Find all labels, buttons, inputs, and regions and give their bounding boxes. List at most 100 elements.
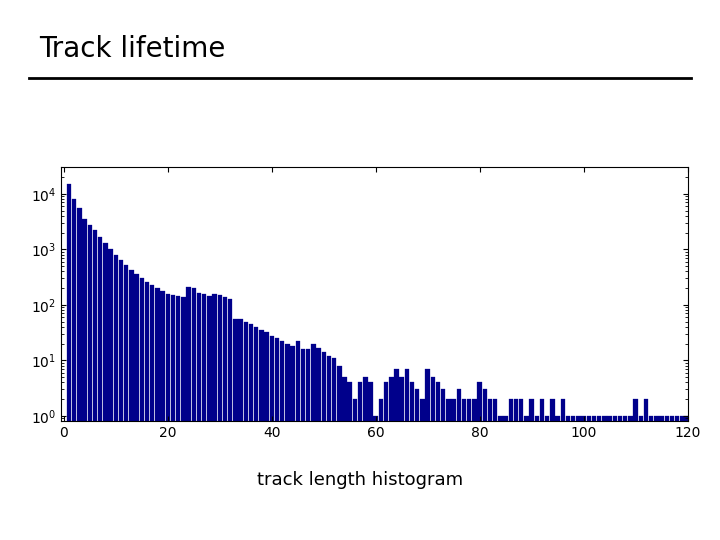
Bar [431, 377, 435, 540]
Bar [243, 321, 248, 540]
Bar [197, 293, 201, 540]
Bar [561, 399, 565, 540]
Bar [592, 416, 596, 540]
Bar [82, 219, 87, 540]
Bar [348, 382, 352, 540]
Bar [665, 416, 669, 540]
Text: track length histogram: track length histogram [257, 471, 463, 489]
Bar [576, 416, 580, 540]
Bar [514, 399, 518, 540]
Bar [535, 416, 539, 540]
Bar [88, 225, 92, 540]
Bar [327, 356, 331, 540]
Bar [379, 399, 383, 540]
Bar [259, 330, 264, 540]
Bar [114, 255, 118, 540]
Bar [519, 399, 523, 540]
Bar [426, 369, 430, 540]
Bar [337, 366, 341, 540]
Bar [93, 231, 97, 540]
Bar [269, 335, 274, 540]
Bar [472, 399, 477, 540]
Bar [207, 296, 212, 540]
Bar [217, 295, 222, 540]
Bar [629, 416, 633, 540]
Bar [582, 416, 586, 540]
Bar [140, 279, 144, 540]
Text: Track lifetime: Track lifetime [40, 35, 226, 63]
Bar [498, 416, 503, 540]
Bar [166, 294, 170, 540]
Bar [529, 399, 534, 540]
Bar [254, 327, 258, 540]
Bar [477, 382, 482, 540]
Bar [156, 288, 160, 540]
Bar [72, 199, 76, 540]
Bar [462, 399, 467, 540]
Bar [135, 274, 139, 540]
Bar [264, 332, 269, 540]
Bar [222, 297, 227, 540]
Bar [680, 416, 685, 540]
Bar [275, 338, 279, 540]
Bar [369, 382, 373, 540]
Bar [566, 416, 570, 540]
Bar [186, 287, 191, 540]
Bar [410, 382, 414, 540]
Bar [145, 282, 149, 540]
Bar [316, 348, 320, 540]
Bar [202, 294, 207, 540]
Bar [248, 324, 253, 540]
Bar [685, 416, 690, 540]
Bar [306, 349, 310, 540]
Bar [545, 416, 549, 540]
Bar [405, 369, 409, 540]
Bar [150, 285, 154, 540]
Bar [395, 369, 399, 540]
Bar [353, 399, 357, 540]
Bar [109, 249, 113, 540]
Bar [634, 399, 638, 540]
Bar [660, 416, 664, 540]
Bar [602, 416, 607, 540]
Bar [503, 416, 508, 540]
Bar [618, 416, 622, 540]
Bar [436, 382, 441, 540]
Bar [654, 416, 659, 540]
Bar [67, 184, 71, 540]
Bar [587, 416, 591, 540]
Bar [571, 416, 575, 540]
Bar [301, 349, 305, 540]
Bar [285, 343, 289, 540]
Bar [675, 416, 680, 540]
Bar [493, 399, 498, 540]
Bar [384, 382, 388, 540]
Bar [441, 389, 446, 540]
Bar [181, 297, 186, 540]
Bar [400, 377, 404, 540]
Bar [103, 243, 107, 540]
Bar [124, 265, 128, 540]
Bar [540, 399, 544, 540]
Bar [508, 399, 513, 540]
Bar [233, 319, 238, 540]
Bar [597, 416, 601, 540]
Bar [555, 416, 560, 540]
Bar [415, 389, 420, 540]
Bar [212, 294, 217, 540]
Bar [644, 399, 648, 540]
Bar [374, 416, 378, 540]
Bar [488, 399, 492, 540]
Bar [451, 399, 456, 540]
Bar [332, 358, 336, 540]
Bar [389, 377, 394, 540]
Bar [550, 399, 554, 540]
Bar [420, 399, 425, 540]
Bar [322, 352, 326, 540]
Bar [456, 389, 461, 540]
Bar [238, 319, 243, 540]
Bar [613, 416, 617, 540]
Bar [446, 399, 451, 540]
Bar [524, 416, 528, 540]
Bar [290, 346, 294, 540]
